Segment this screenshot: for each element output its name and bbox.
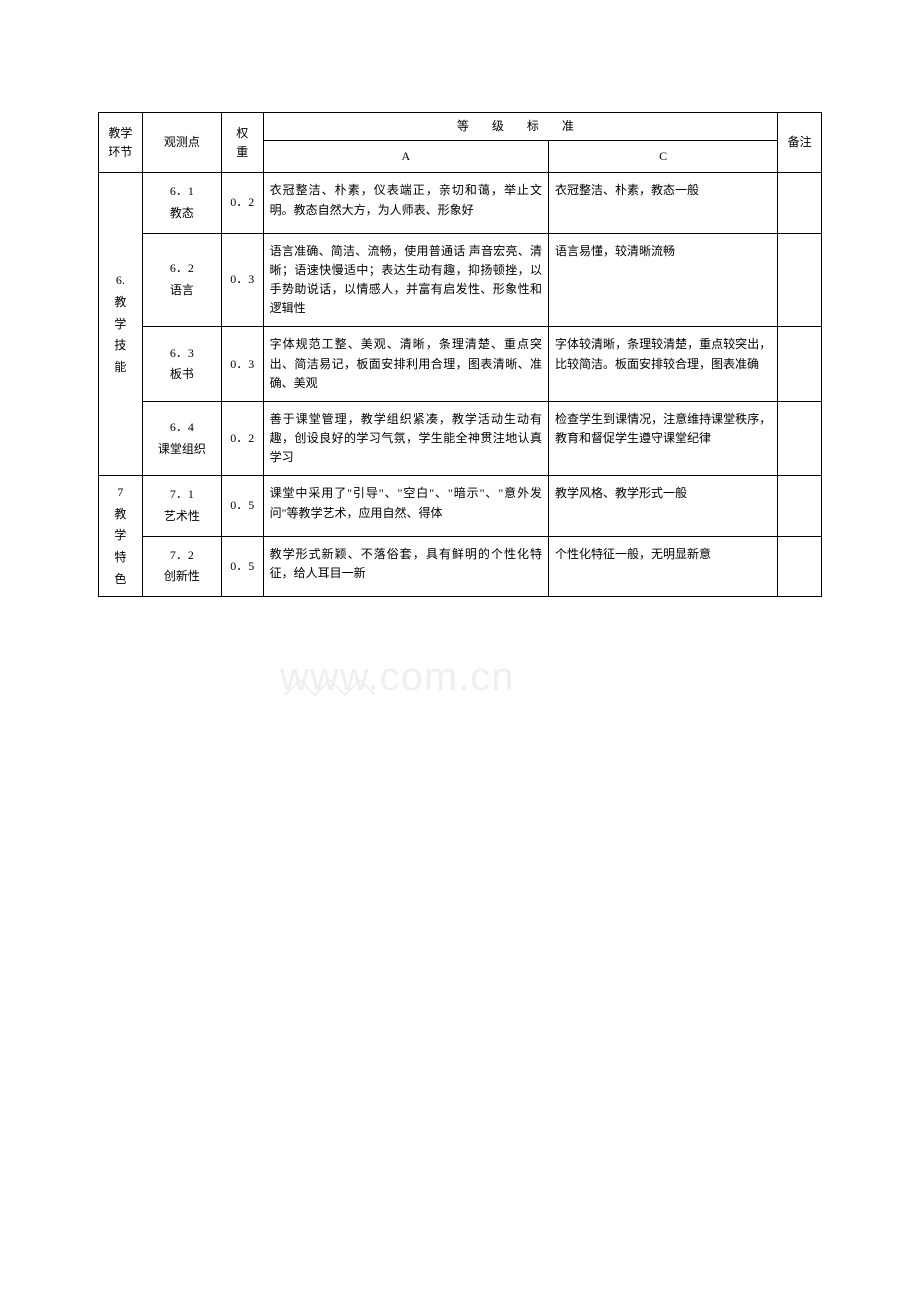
- content-c-6-2: 语言易懂，较清晰流畅: [549, 233, 778, 327]
- observe-6-4-num: 6．4: [170, 420, 194, 434]
- content-a-6-1: 衣冠整洁、朴素，仪表端正，亲切和蔼，举止文明。教态自然大方，为人师表、形象好: [263, 173, 548, 233]
- watermark-text: www.com.cn: [280, 655, 515, 699]
- header-weight-text: 权 重: [236, 126, 248, 159]
- evaluation-table: 教学 环节 观测点 权 重 等 级 标 准 备注 A C 6. 教学技能 6．1…: [98, 112, 822, 597]
- note-6-1: [778, 173, 822, 233]
- header-grade-a: A: [263, 141, 548, 173]
- observe-7-1: 7．1 艺术性: [142, 476, 221, 536]
- observe-6-1-num: 6．1: [170, 184, 194, 198]
- section-7-id: 7: [117, 485, 123, 499]
- weight-6-4: 0．2: [221, 401, 263, 476]
- content-c-6-3: 字体较清晰，条理较清楚，重点较突出，比较简洁。板面安排较合理，图表准确: [549, 327, 778, 402]
- watermark-wave: [285, 680, 375, 695]
- content-c-7-1: 教学风格、教学形式一般: [549, 476, 778, 536]
- section-6: 6. 教学技能: [99, 173, 143, 476]
- weight-6-3: 0．3: [221, 327, 263, 402]
- header-grade-c: C: [549, 141, 778, 173]
- observe-6-3: 6．3 板书: [142, 327, 221, 402]
- observe-6-4-name: 课堂组织: [158, 442, 206, 456]
- section-6-id: 6.: [116, 273, 125, 287]
- observe-6-1: 6．1 教态: [142, 173, 221, 233]
- content-a-6-4: 善于课堂管理，教学组织紧凑，教学活动生动有趣，创设良好的学习气氛，学生能全神贯注…: [263, 401, 548, 476]
- observe-6-3-name: 板书: [170, 367, 194, 381]
- observe-6-3-num: 6．3: [170, 346, 194, 360]
- table-row: 6．3 板书 0．3 字体规范工整、美观、清晰，条理清楚、重点突出、简洁易记，板…: [99, 327, 822, 402]
- weight-6-2: 0．3: [221, 233, 263, 327]
- table-row: 6. 教学技能 6．1 教态 0．2 衣冠整洁、朴素，仪表端正，亲切和蔼，举止文…: [99, 173, 822, 233]
- observe-7-2: 7．2 创新性: [142, 536, 221, 596]
- header-section: 教学 环节: [99, 113, 143, 173]
- weight-7-1: 0．5: [221, 476, 263, 536]
- content-c-7-2: 个性化特征一般，无明显新意: [549, 536, 778, 596]
- content-c-6-1: 衣冠整洁、朴素，教态一般: [549, 173, 778, 233]
- content-a-7-2: 教学形式新颖、不落俗套，具有鲜明的个性化特征，给人耳目一新: [263, 536, 548, 596]
- note-6-3: [778, 327, 822, 402]
- observe-7-2-name: 创新性: [164, 569, 200, 583]
- content-c-6-4: 检查学生到课情况，注意维持课堂秩序，教育和督促学生遵守课堂纪律: [549, 401, 778, 476]
- observe-7-2-num: 7．2: [170, 548, 194, 562]
- observe-6-4: 6．4 课堂组织: [142, 401, 221, 476]
- note-7-1: [778, 476, 822, 536]
- content-a-7-1: 课堂中采用了"引导"、"空白"、"暗示"、"意外发问"等教学艺术，应用自然、得体: [263, 476, 548, 536]
- watermark-svg: www.com.cn: [280, 640, 640, 710]
- watermark: www.com.cn: [280, 640, 640, 715]
- content-a-6-3: 字体规范工整、美观、清晰，条理清楚、重点突出、简洁易记，板面安排利用合理，图表清…: [263, 327, 548, 402]
- observe-7-1-num: 7．1: [170, 487, 194, 501]
- table-row: 6．4 课堂组织 0．2 善于课堂管理，教学组织紧凑，教学活动生动有趣，创设良好…: [99, 401, 822, 476]
- header-observe: 观测点: [142, 113, 221, 173]
- table-row: 7 教学特色 7．1 艺术性 0．5 课堂中采用了"引导"、"空白"、"暗示"、…: [99, 476, 822, 536]
- observe-6-2: 6．2 语言: [142, 233, 221, 327]
- table-row: 6．2 语言 0．3 语言准确、简洁、流畅，使用普通话 声音宏亮、清晰；语速快慢…: [99, 233, 822, 327]
- observe-6-1-name: 教态: [170, 206, 194, 220]
- observe-7-1-name: 艺术性: [164, 509, 200, 523]
- note-6-2: [778, 233, 822, 327]
- header-weight: 权 重: [221, 113, 263, 173]
- note-7-2: [778, 536, 822, 596]
- note-6-4: [778, 401, 822, 476]
- weight-6-1: 0．2: [221, 173, 263, 233]
- observe-6-2-name: 语言: [170, 283, 194, 297]
- content-a-6-2: 语言准确、简洁、流畅，使用普通话 声音宏亮、清晰；语速快慢适中；表达生动有趣，抑…: [263, 233, 548, 327]
- section-6-name: 教学技能: [113, 292, 127, 378]
- observe-6-2-num: 6．2: [170, 261, 194, 275]
- weight-7-2: 0．5: [221, 536, 263, 596]
- header-note: 备注: [778, 113, 822, 173]
- header-grade: 等 级 标 准: [263, 113, 778, 141]
- table-row: 7．2 创新性 0．5 教学形式新颖、不落俗套，具有鲜明的个性化特征，给人耳目一…: [99, 536, 822, 596]
- header-section-text: 教学 环节: [108, 126, 132, 159]
- header-row-1: 教学 环节 观测点 权 重 等 级 标 准 备注: [99, 113, 822, 141]
- section-7: 7 教学特色: [99, 476, 143, 596]
- section-7-name: 教学特色: [113, 504, 127, 590]
